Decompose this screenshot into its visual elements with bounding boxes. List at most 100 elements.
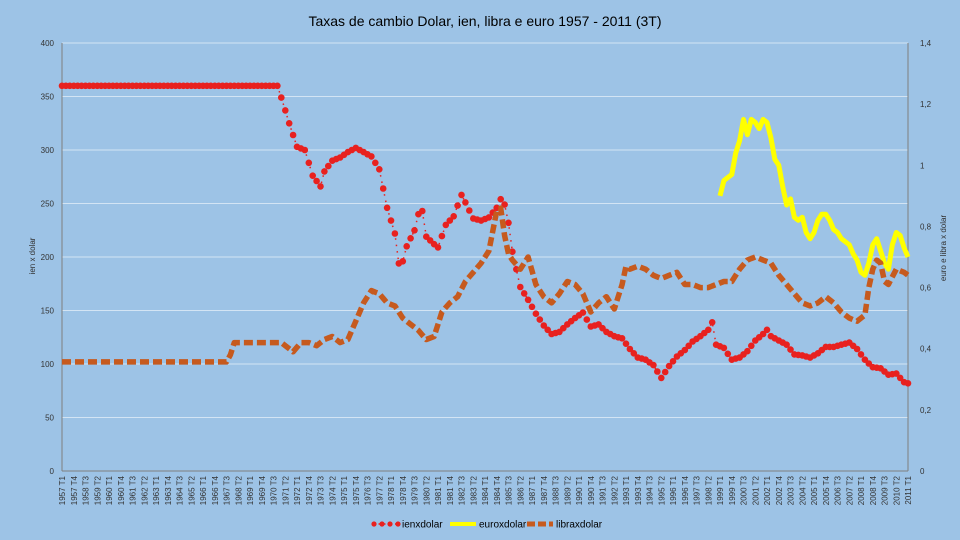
left-y-tick-label: 50: [45, 414, 54, 423]
x-tick-label: 1966 T4: [211, 475, 220, 505]
data-point-ienxdolar: [748, 342, 755, 350]
x-tick-label: 1984 T1: [481, 475, 490, 505]
data-point-ienxdolar: [403, 243, 411, 250]
data-point-ienxdolar: [313, 177, 320, 185]
data-point-ienxdolar: [454, 202, 461, 209]
data-point-ienxdolar: [708, 319, 716, 326]
series-ienxdolar: [58, 82, 912, 387]
x-tick-label: 1968 T2: [234, 475, 243, 505]
legend-marker: [395, 521, 401, 527]
data-point-ienxdolar: [368, 153, 375, 160]
data-point-ienxdolar: [274, 82, 281, 90]
data-point-ienxdolar: [857, 351, 865, 358]
x-tick-label: 2002 T4: [775, 475, 784, 505]
data-point-ienxdolar: [528, 303, 536, 311]
data-point-ienxdolar: [450, 213, 458, 220]
x-tick-label: 2008 T4: [869, 475, 878, 505]
data-point-ienxdolar: [325, 162, 332, 170]
data-point-ienxdolar: [520, 290, 528, 297]
x-tick-label: 1966 T1: [199, 475, 208, 505]
chart-title: Taxas de cambio Dolar, ien, libra e euro…: [308, 13, 661, 29]
data-point-ienxdolar: [458, 191, 465, 199]
data-point-ienxdolar: [305, 159, 313, 167]
data-point-ienxdolar: [685, 342, 692, 350]
x-tick-label: 1991 T3: [599, 475, 608, 505]
data-point-ienxdolar: [540, 322, 548, 329]
data-point-ienxdolar: [583, 316, 591, 323]
x-tick-label: 1997 T3: [693, 475, 702, 505]
left-y-axis: 0 50 100 150 200 250 300 350 400: [41, 39, 908, 476]
legend-item-ienxdolar: ienxdolar: [371, 520, 443, 531]
data-point-ienxdolar: [383, 204, 391, 212]
x-tick-label: 1979 T3: [411, 475, 420, 505]
data-point-ienxdolar: [893, 370, 900, 377]
x-tick-label: 1986 T2: [516, 475, 525, 505]
data-point-ienxdolar: [650, 361, 657, 369]
x-tick-label: 1973 T3: [317, 475, 326, 505]
x-tick-label: 2002 T1: [763, 475, 772, 505]
data-point-ienxdolar: [446, 217, 454, 224]
x-tick-label: 1998 T2: [704, 475, 713, 505]
x-tick-label: 1972 T4: [305, 475, 314, 505]
x-tick-label: 1957 T4: [70, 475, 79, 505]
x-tick-label: 1962 T2: [140, 475, 149, 505]
left-y-tick-label: 200: [41, 253, 55, 262]
x-tick-label: 1993 T1: [622, 475, 631, 505]
data-point-ienxdolar: [411, 227, 418, 234]
data-point-ienxdolar: [661, 368, 669, 376]
data-point-ienxdolar: [536, 316, 544, 323]
data-point-ienxdolar: [462, 199, 469, 206]
x-tick-label: 2005 T4: [822, 475, 831, 505]
left-y-axis-label: ien x dolar: [28, 237, 37, 274]
x-tick-label: 2000 T3: [740, 475, 749, 505]
left-y-tick-label: 100: [41, 360, 55, 369]
x-tick-label: 2004 T2: [798, 475, 807, 505]
data-point-ienxdolar: [524, 296, 532, 304]
right-y-tick-label: 0,2: [920, 406, 932, 415]
x-tick-label: 1983 T2: [469, 475, 478, 505]
x-tick-label: 1994 T3: [646, 475, 655, 505]
series-line-euroxdolar: [717, 116, 911, 278]
legend-label: euroxdolar: [479, 520, 527, 531]
data-point-ienxdolar: [466, 207, 473, 214]
series-euroxdolar: [717, 116, 911, 278]
x-tick-label: 1982 T3: [458, 475, 467, 505]
data-point-ienxdolar: [434, 244, 442, 251]
x-tick-label: 1957 T1: [58, 475, 67, 505]
x-tick-label: 1978 T4: [399, 475, 408, 505]
x-tick-label: 2011 T1: [904, 475, 913, 504]
x-tick-label: 1987 T1: [528, 475, 537, 505]
right-y-axis: 0 0,2 0,4 0,6 0,8 1 1,2 1,4: [907, 39, 932, 476]
data-point-ienxdolar: [517, 283, 524, 291]
x-tick-label: 1996 T4: [681, 475, 690, 505]
x-tick-label: 1999 T1: [716, 475, 725, 505]
left-y-tick-label: 150: [41, 307, 55, 316]
data-point-ienxdolar: [282, 107, 289, 114]
data-point-ienxdolar: [853, 345, 861, 353]
data-point-ienxdolar: [391, 230, 399, 237]
legend-label: libraxdolar: [556, 520, 603, 531]
data-point-ienxdolar: [407, 235, 414, 242]
x-tick-label: 1985 T3: [505, 475, 514, 505]
data-point-ienxdolar: [618, 335, 626, 342]
x-tick-label: 1974 T2: [328, 475, 337, 505]
x-tick-label: 2001 T2: [751, 475, 760, 505]
x-tick-label: 2007 T2: [845, 475, 854, 505]
x-tick-label: 2005 T1: [810, 475, 819, 505]
x-tick-label: 1958 T3: [82, 475, 91, 505]
x-tick-label: 1959 T2: [93, 475, 102, 505]
right-y-tick-label: 1: [920, 161, 925, 170]
data-point-ienxdolar: [622, 340, 630, 348]
x-tick-label: 1984 T4: [493, 475, 502, 505]
x-tick-label: 1963 T1: [152, 475, 161, 505]
series-line-libraxdolar: [62, 205, 910, 365]
legend-marker: [371, 521, 377, 527]
data-point-ienxdolar: [532, 310, 540, 318]
x-tick-label: 1963 T4: [164, 475, 173, 505]
x-tick-label: 1972 T1: [293, 475, 302, 505]
data-point-ienxdolar: [544, 326, 551, 334]
legend-label: ienxdolar: [402, 520, 443, 531]
x-tick-label: 2010 T2: [892, 475, 901, 505]
right-y-tick-label: 1,4: [920, 39, 932, 48]
data-point-ienxdolar: [372, 159, 379, 167]
